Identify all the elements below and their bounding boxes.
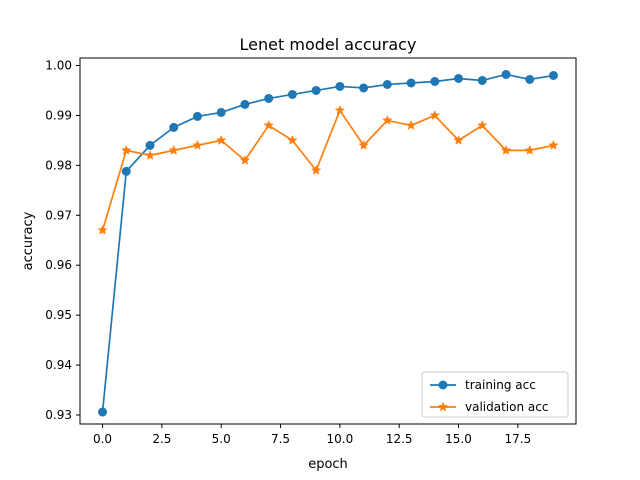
series-layer (97, 69, 559, 417)
y-axis-label: accuracy (21, 211, 36, 270)
data-point (334, 104, 346, 115)
x-tick-label: 7.5 (271, 432, 290, 446)
legend-marker (438, 380, 448, 390)
series-training-acc (98, 69, 558, 417)
data-point (192, 139, 203, 150)
legend-item: validation acc (430, 400, 548, 414)
data-point (548, 70, 558, 80)
y-axis-ticks: 0.93 0.94 0.95 0.96 0.97 0.98 0.99 1.00 (45, 58, 80, 422)
x-tick-label: 0.0 (93, 432, 112, 446)
legend-item: training acc (430, 378, 536, 392)
y-tick-label: 0.95 (45, 308, 72, 322)
data-point (405, 119, 417, 130)
data-point (548, 139, 559, 150)
data-point (98, 407, 108, 417)
y-tick-label: 0.99 (45, 108, 72, 122)
data-point (429, 109, 440, 120)
data-point (430, 76, 440, 86)
x-tick-label: 17.5 (504, 432, 531, 446)
x-tick-label: 10.0 (327, 432, 354, 446)
data-point (501, 69, 511, 79)
x-tick-label: 15.0 (445, 432, 472, 446)
series-validation-acc (97, 104, 559, 235)
data-point (310, 164, 322, 175)
legend-label: training acc (465, 378, 536, 392)
x-axis-label: epoch (308, 457, 348, 472)
data-point (240, 99, 250, 109)
data-point (382, 114, 393, 125)
legend: training acc validation acc (421, 371, 569, 418)
x-tick-label: 5.0 (212, 432, 231, 446)
data-point (216, 107, 226, 117)
data-point (216, 134, 227, 145)
data-point (525, 74, 535, 84)
x-axis-ticks: 0.0 2.5 5.0 7.5 10.0 12.5 15.0 17.5 (93, 424, 531, 446)
data-point (406, 78, 416, 88)
data-point (239, 154, 251, 165)
data-point (121, 144, 132, 155)
x-tick-label: 12.5 (386, 432, 413, 446)
y-tick-label: 0.94 (45, 358, 72, 372)
legend-box (421, 371, 569, 418)
data-point (382, 79, 392, 89)
chart-title: Lenet model accuracy (240, 35, 417, 54)
plot-area (80, 58, 576, 424)
x-tick-label: 2.5 (152, 432, 171, 446)
data-point (358, 139, 369, 150)
legend-label: validation acc (465, 400, 548, 414)
y-tick-label: 1.00 (45, 58, 72, 72)
plot-border (79, 57, 577, 425)
data-point (97, 224, 108, 235)
data-point (477, 119, 488, 130)
data-point (168, 144, 179, 155)
data-point (311, 85, 321, 95)
data-point (287, 89, 297, 99)
data-point (287, 134, 298, 145)
y-tick-label: 0.97 (45, 208, 72, 222)
y-tick-label: 0.98 (45, 158, 72, 172)
data-point (121, 166, 131, 176)
data-point (169, 122, 179, 132)
y-tick-label: 0.96 (45, 258, 72, 272)
data-point (264, 93, 274, 103)
data-point (454, 73, 464, 83)
data-point (263, 119, 274, 130)
data-point (359, 83, 369, 93)
data-point (335, 81, 345, 91)
data-point (453, 134, 464, 145)
data-point (524, 144, 535, 155)
data-point (145, 140, 155, 150)
data-point (144, 149, 156, 160)
data-point (192, 111, 202, 121)
data-point (500, 144, 512, 155)
y-tick-label: 0.93 (45, 408, 72, 422)
legend-marker (437, 401, 449, 412)
data-point (477, 75, 487, 85)
